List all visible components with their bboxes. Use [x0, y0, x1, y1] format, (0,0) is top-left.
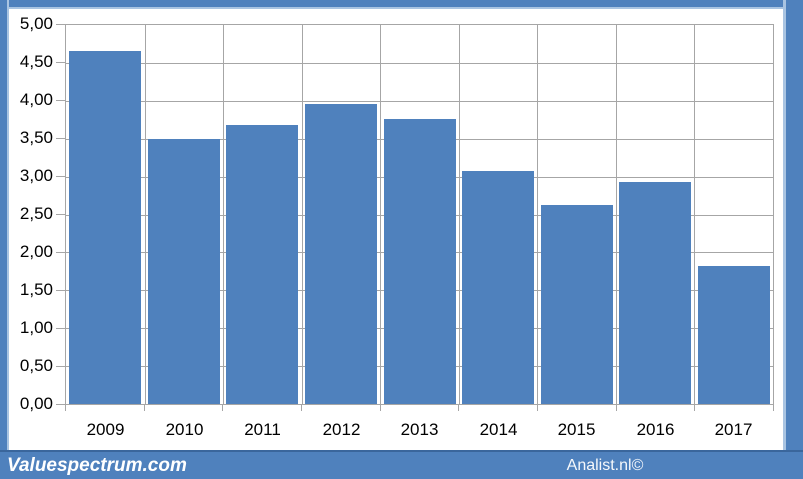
bar-2016 — [619, 182, 691, 404]
bar-2012 — [305, 104, 377, 404]
plot-area — [65, 24, 774, 405]
vertical-gridline — [694, 25, 695, 404]
bar-2017 — [698, 266, 770, 404]
x-tick-mark — [144, 405, 145, 411]
x-category-label: 2016 — [636, 420, 675, 439]
y-tick-mark — [56, 328, 65, 329]
y-tick-label: 0,00 — [19, 394, 53, 413]
x-category-label: 2013 — [400, 420, 439, 439]
analist-watermark: Analist.nl© — [566, 457, 644, 474]
x-category-label: 2010 — [165, 420, 204, 439]
x-tick-mark — [380, 405, 381, 411]
y-tick-label: 1,50 — [19, 280, 53, 299]
y-tick-label: 2,50 — [19, 204, 53, 223]
x-tick-mark — [458, 405, 459, 411]
y-tick-label: 4,00 — [19, 90, 53, 109]
y-tick-mark — [56, 366, 65, 367]
x-category-label: 2009 — [86, 420, 125, 439]
frame-right-border — [783, 0, 803, 479]
x-category-label: 2011 — [244, 420, 281, 439]
y-tick-label: 3,00 — [19, 166, 53, 185]
y-tick-label: 4,50 — [19, 52, 53, 71]
x-category-label: 2014 — [479, 420, 518, 439]
bar-2013 — [384, 119, 456, 404]
y-tick-label: 5,00 — [19, 14, 53, 33]
x-tick-mark — [616, 405, 617, 411]
y-tick-label: 1,00 — [19, 318, 53, 337]
x-tick-mark — [301, 405, 302, 411]
x-tick-mark — [773, 405, 774, 411]
y-tick-mark — [56, 62, 65, 63]
y-tick-mark — [56, 290, 65, 291]
y-tick-mark — [56, 24, 65, 25]
x-tick-mark — [537, 405, 538, 411]
bar-2010 — [148, 139, 220, 404]
y-tick-mark — [56, 176, 65, 177]
bar-2014 — [462, 171, 534, 404]
vertical-gridline — [616, 25, 617, 404]
x-tick-mark — [65, 405, 66, 411]
x-category-label: 2017 — [714, 420, 753, 439]
x-tick-mark — [222, 405, 223, 411]
x-tick-mark — [694, 405, 695, 411]
bar-2015 — [541, 205, 613, 404]
y-tick-mark — [56, 404, 65, 405]
vertical-gridline — [537, 25, 538, 404]
frame-left-border — [0, 0, 9, 479]
bar-2011 — [226, 125, 298, 404]
horizontal-gridline — [66, 101, 773, 102]
y-tick-label: 3,50 — [19, 128, 53, 147]
y-tick-mark — [56, 252, 65, 253]
valuespectrum-watermark: Valuespectrum.com — [7, 455, 187, 476]
vertical-gridline — [380, 25, 381, 404]
y-tick-mark — [56, 138, 65, 139]
x-category-label: 2012 — [322, 420, 361, 439]
horizontal-gridline — [66, 63, 773, 64]
x-category-label: 2015 — [557, 420, 596, 439]
bar-2009 — [69, 51, 141, 404]
vertical-gridline — [459, 25, 460, 404]
vertical-gridline — [302, 25, 303, 404]
vertical-gridline — [223, 25, 224, 404]
frame-top-border — [0, 0, 803, 9]
vertical-gridline — [145, 25, 146, 404]
y-tick-mark — [56, 214, 65, 215]
y-tick-mark — [56, 100, 65, 101]
y-tick-label: 2,00 — [19, 242, 53, 261]
y-tick-label: 0,50 — [19, 356, 53, 375]
footer-band: Valuespectrum.com Analist.nl© — [0, 450, 803, 479]
